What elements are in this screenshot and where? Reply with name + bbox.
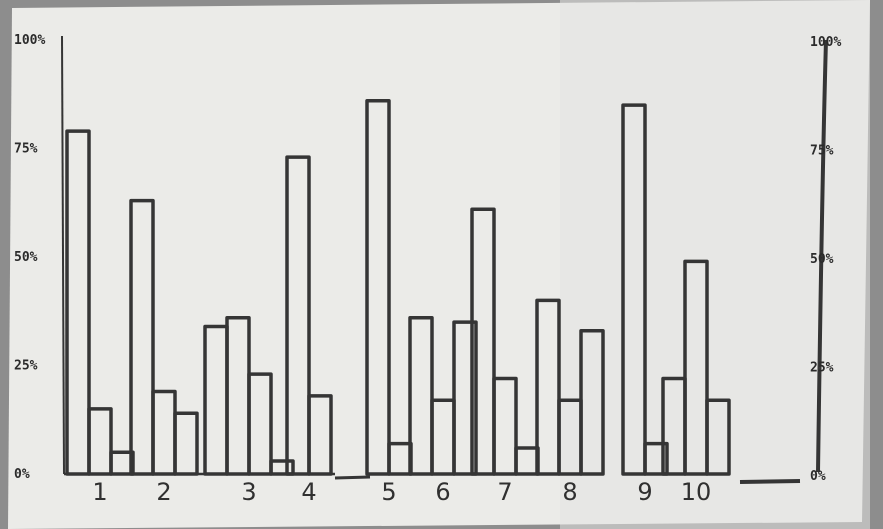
- right-tick-label: 0%: [810, 469, 826, 484]
- y-axis-right: [816, 39, 828, 473]
- x-axis-segment: [334, 475, 371, 480]
- category-label: 6: [435, 478, 450, 506]
- bar: [470, 207, 496, 476]
- bar: [408, 316, 434, 476]
- bar: [643, 441, 669, 476]
- category-label: 8: [562, 478, 577, 506]
- category-label: 9: [637, 478, 652, 506]
- category-label: 1: [92, 478, 107, 506]
- bar: [129, 198, 155, 476]
- bar: [705, 398, 731, 476]
- bar: [683, 259, 709, 476]
- right-tick-label: 50%: [810, 252, 834, 267]
- right-tick-label: 100%: [810, 35, 841, 50]
- bars-layer: [65, 99, 731, 476]
- category-label: 5: [381, 478, 396, 506]
- left-tick-label: 100%: [14, 33, 45, 48]
- bar: [285, 155, 311, 476]
- bar: [109, 450, 135, 476]
- right-tick-label: 25%: [810, 361, 834, 376]
- bar: [365, 99, 391, 476]
- bar: [579, 329, 605, 476]
- bar: [621, 103, 647, 476]
- bar: [535, 298, 561, 476]
- bar: [87, 407, 113, 476]
- x-axis-segment: [739, 479, 801, 484]
- category-label: 7: [497, 478, 512, 506]
- left-tick-label: 0%: [14, 467, 30, 482]
- bar: [452, 320, 478, 476]
- bar: [307, 394, 333, 476]
- y-axis-left: [61, 35, 65, 475]
- category-label: 4: [301, 478, 316, 506]
- category-label: 2: [156, 478, 171, 506]
- bar: [247, 372, 273, 476]
- category-label: 3: [241, 478, 256, 506]
- left-tick-label: 50%: [14, 250, 38, 265]
- bar: [269, 459, 295, 476]
- category-label: 10: [681, 478, 712, 506]
- left-tick-label: 25%: [14, 359, 38, 374]
- labels-layer: 0% 25% 50% 75% 100% 0% 25% 50% 75% 100% 1 2 3 4 5 6 7 8 9 1…: [14, 33, 841, 506]
- left-tick-label: 75%: [14, 142, 38, 157]
- bar: [492, 376, 518, 476]
- bar: [65, 129, 91, 476]
- bar: [173, 411, 199, 476]
- right-tick-label: 75%: [810, 144, 834, 159]
